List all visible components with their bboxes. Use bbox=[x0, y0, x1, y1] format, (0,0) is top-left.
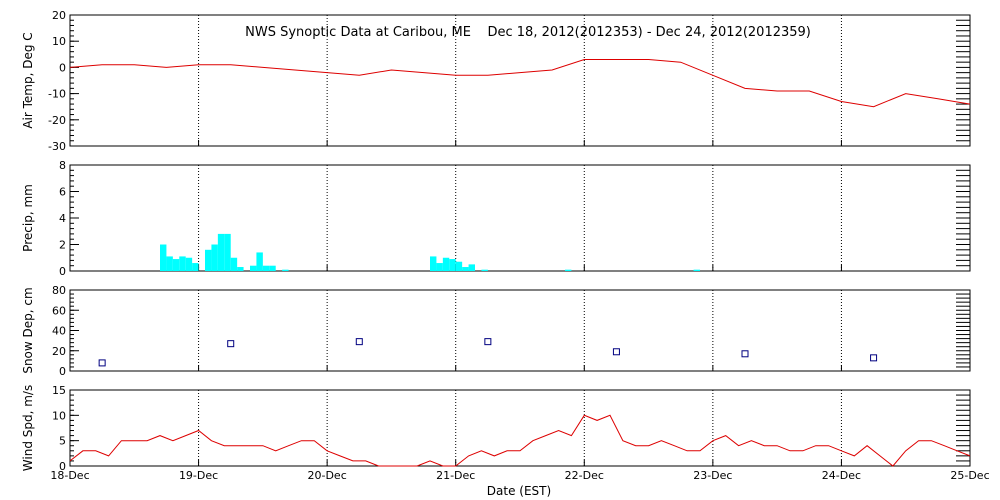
precip-bar bbox=[237, 267, 244, 271]
precip-bar bbox=[166, 256, 173, 271]
y-tick-label: 2 bbox=[59, 239, 66, 252]
y-tick-label: 4 bbox=[59, 212, 66, 225]
chart-title: NWS Synoptic Data at Caribou, ME Dec 18,… bbox=[245, 25, 811, 40]
wind-speed-frame bbox=[69, 389, 971, 467]
y-tick-label: 8 bbox=[59, 159, 66, 172]
x-tick-label: 24-Dec bbox=[822, 469, 861, 482]
precip-bar bbox=[282, 269, 289, 271]
precip-bar bbox=[217, 233, 225, 271]
snow-depth-point bbox=[484, 338, 492, 346]
precip-bar bbox=[481, 269, 488, 271]
precip-bar bbox=[565, 269, 572, 271]
y-tick-label: 10 bbox=[52, 409, 66, 422]
y-tick-label: 0 bbox=[59, 365, 66, 378]
y-tick-label: 0 bbox=[59, 265, 66, 278]
precip-bar bbox=[442, 257, 450, 271]
y-tick-label: 15 bbox=[52, 384, 66, 397]
precip-bar bbox=[256, 252, 263, 271]
x-tick-label: 25-Dec bbox=[950, 469, 989, 482]
precip-bar bbox=[192, 263, 199, 271]
y-tick-label: 40 bbox=[52, 325, 66, 338]
snow-depth-point bbox=[870, 354, 878, 362]
precip-bar bbox=[224, 233, 231, 271]
x-tick-label: 22-Dec bbox=[565, 469, 604, 482]
precip-bar bbox=[693, 269, 700, 271]
precip-y-axis-label: Precip, mm bbox=[21, 184, 35, 252]
precip-panel: 0 2 4 6 8 Precip, mm bbox=[21, 159, 971, 278]
precip-bar bbox=[172, 259, 180, 271]
precip-bar bbox=[436, 263, 443, 271]
y-tick-label: 0 bbox=[59, 460, 66, 473]
snow-depth-point bbox=[355, 338, 363, 346]
panels: -30 -20 -10 0 10 20 Air Temp, Deg C 0 2 4 6 8 Precip… bbox=[21, 9, 990, 482]
y-tick-label: -10 bbox=[48, 88, 66, 101]
wind-speed-panel: 0 5 10 15 Wind Spd, m/s bbox=[21, 384, 971, 473]
air-temp-series-line bbox=[69, 59, 971, 108]
snow-depth-point bbox=[227, 340, 235, 348]
y-tick-label: 20 bbox=[52, 345, 66, 358]
precip-bar bbox=[230, 257, 238, 271]
snow-depth-frame bbox=[69, 289, 971, 372]
precip-bar bbox=[449, 259, 456, 271]
snow-depth-point bbox=[98, 359, 106, 367]
air-temp-y-axis-label: Air Temp, Deg C bbox=[21, 32, 35, 128]
precip-bar bbox=[160, 244, 167, 271]
precip-bar bbox=[179, 256, 186, 271]
y-tick-label: 60 bbox=[52, 304, 66, 317]
precip-bar bbox=[205, 249, 212, 271]
x-tick-label: 23-Dec bbox=[693, 469, 732, 482]
y-tick-label: 20 bbox=[52, 9, 66, 22]
y-tick-label: 6 bbox=[59, 186, 66, 199]
x-axis-label: Date (EST) bbox=[487, 484, 551, 498]
air-temp-panel: -30 -20 -10 0 10 20 Air Temp, Deg C bbox=[21, 9, 971, 153]
y-tick-label: 0 bbox=[59, 61, 66, 74]
precip-bar bbox=[430, 256, 437, 271]
wind-speed-y-axis-label: Wind Spd, m/s bbox=[21, 385, 35, 471]
precip-bar bbox=[468, 264, 475, 271]
y-tick-label: -20 bbox=[48, 114, 66, 127]
snow-depth-point bbox=[612, 348, 620, 356]
x-tick-label: 21-Dec bbox=[436, 469, 475, 482]
x-tick-label: 18-Dec bbox=[50, 469, 89, 482]
snow-depth-point bbox=[741, 350, 749, 358]
y-tick-label: 80 bbox=[52, 284, 66, 297]
y-tick-label: -30 bbox=[48, 140, 66, 153]
y-tick-label: 10 bbox=[52, 35, 66, 48]
air-temp-frame bbox=[69, 14, 971, 147]
precip-bar bbox=[250, 265, 257, 271]
precip-bar bbox=[262, 265, 270, 271]
precip-bar bbox=[455, 261, 463, 271]
precip-bar bbox=[185, 257, 193, 271]
snow-depth-panel: 0 20 40 60 80 Snow Dep, cm bbox=[21, 284, 971, 378]
snow-depth-y-axis-label: Snow Dep, cm bbox=[21, 287, 35, 373]
precip-bar bbox=[211, 244, 218, 271]
precip-bar bbox=[269, 265, 276, 271]
y-tick-label: 5 bbox=[59, 435, 66, 448]
precip-bar bbox=[462, 267, 469, 271]
wind-speed-series-line bbox=[69, 414, 971, 467]
x-tick-label: 19-Dec bbox=[179, 469, 218, 482]
x-tick-label: 20-Dec bbox=[308, 469, 347, 482]
